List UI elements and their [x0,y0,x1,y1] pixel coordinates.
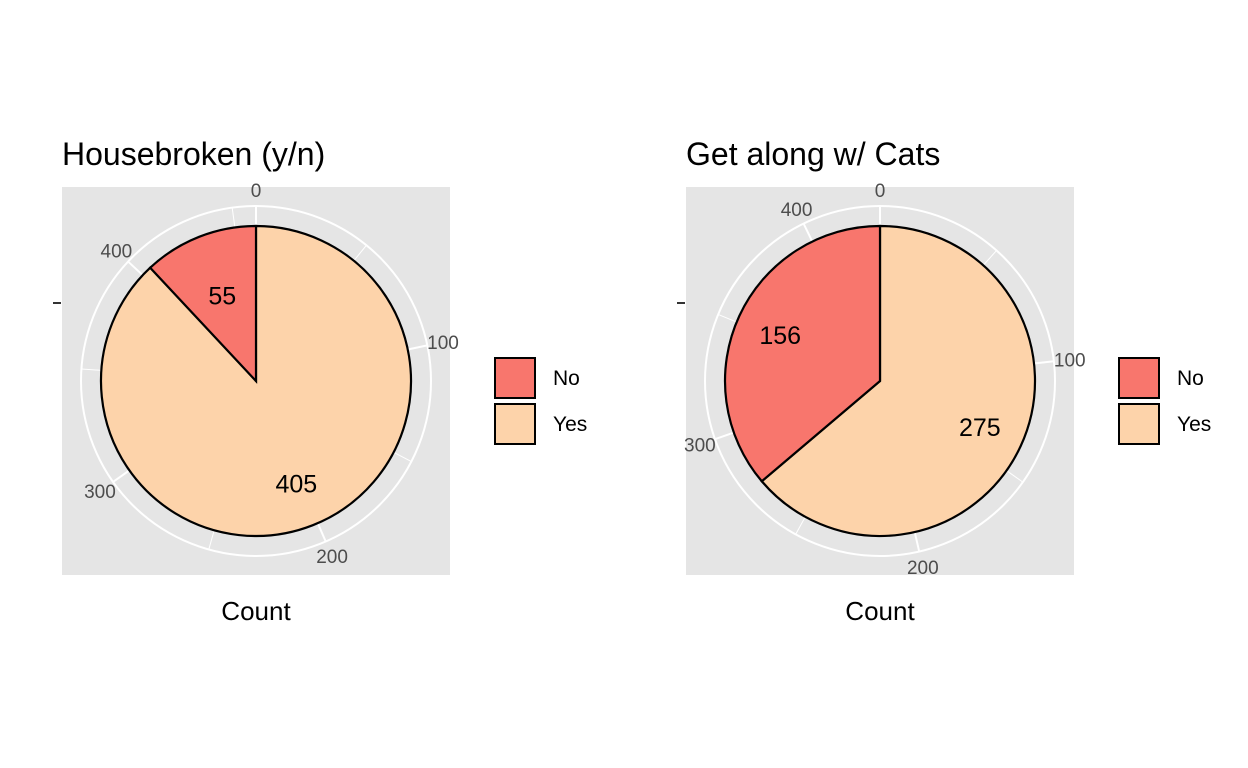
chart-title: Housebroken (y/n) [62,136,326,172]
tick-label: 200 [907,558,939,579]
legend-item-no: No [1118,357,1238,403]
minor-gridline [81,368,102,371]
minor-gridline [795,516,806,535]
major-gridline [913,531,921,552]
legend-label-no: No [1177,367,1204,390]
major-gridline [112,469,130,483]
data-label-no: 156 [759,322,801,350]
legend-key-no [494,357,536,399]
tick-label: 200 [316,547,348,568]
x-axis-label: Count [845,596,915,626]
minor-gridline [982,250,997,266]
legend-key-no [1118,357,1160,399]
data-label-yes: 405 [275,470,317,498]
legend-key-yes [494,403,536,445]
pie-svg: 405 55 0 100 200 300 400 [80,181,459,568]
data-label-no: 55 [208,282,236,310]
tick-label: 400 [781,200,813,221]
tick-label: 0 [875,181,886,202]
tick-label: 0 [251,181,262,202]
minor-gridline [208,530,215,550]
pie-slice-no [723,224,882,483]
major-gridline [127,260,144,276]
minor-gridline [353,244,367,262]
pie-slice-no [148,224,258,384]
tick-label: 100 [427,333,459,354]
major-gridline [714,431,735,441]
tick-label: 300 [84,482,116,503]
major-gridline [802,223,814,242]
data-label-yes: 275 [959,414,1001,442]
plot-panel: 405 55 0 100 200 300 400 [62,181,459,575]
legend-label-no: No [553,367,580,390]
legend-label-yes: Yes [553,413,588,436]
legend-item-yes: Yes [1118,403,1238,449]
y-axis-tick [53,302,61,304]
major-gridline [407,344,428,351]
legend-label-yes: Yes [1177,413,1212,436]
legend-item-no: No [494,357,614,403]
minor-gridline [231,207,236,228]
tick-label: 400 [101,242,133,263]
major-gridline [1033,360,1054,365]
pie-slice-yes [760,224,1037,538]
minor-gridline [1006,470,1024,483]
plot-panel: 275 156 0 100 200 300 400 [684,181,1086,579]
tick-label: 300 [684,436,716,457]
pie-svg: 275 156 0 100 200 300 400 [684,181,1086,579]
y-axis-tick [677,302,685,304]
tick-label: 100 [1054,350,1086,371]
minor-gridline [393,451,412,462]
housebroken-chart: Housebroken (y/n) 405 55 0 100 200 300 400 Cou… [53,136,614,626]
chart-title: Get along w/ Cats [686,136,941,172]
cats-chart: Get along w/ Cats 275 156 0 100 200 300 400 Co… [624,0,1248,768]
x-axis-label: Count [221,596,291,626]
legend-item-yes: Yes [494,403,614,449]
minor-gridline [717,314,737,323]
major-gridline [316,522,327,542]
legend-key-yes [1118,403,1160,445]
